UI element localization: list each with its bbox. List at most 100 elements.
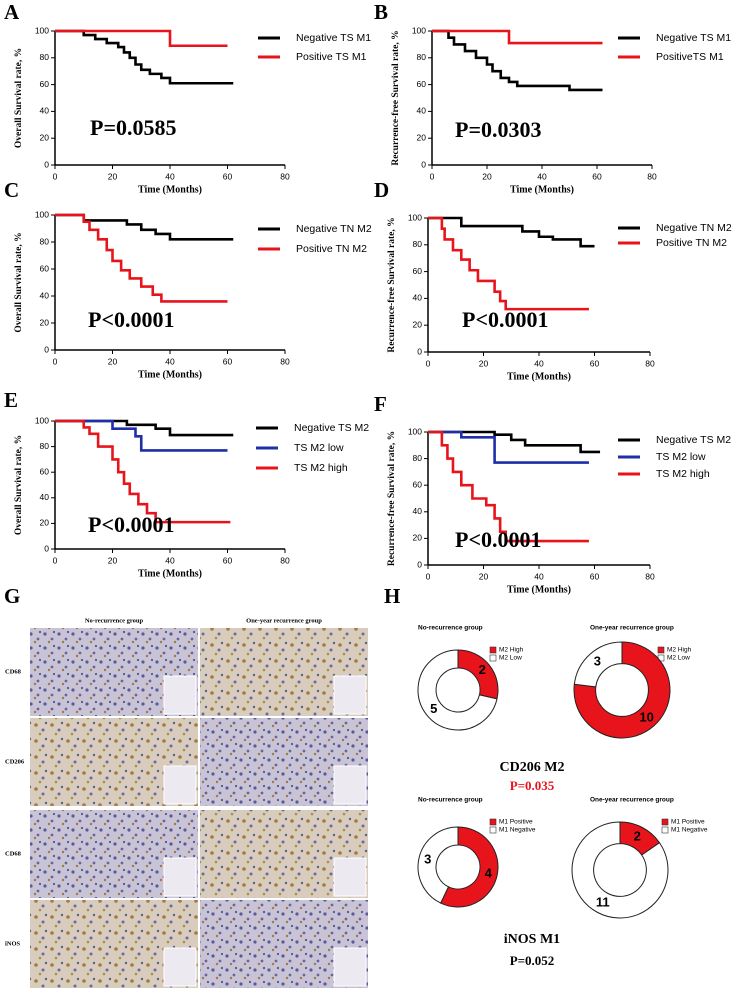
column-header: One-year recurrence group	[246, 617, 322, 624]
x-axis-label: Time (Months)	[138, 568, 202, 579]
y-tick-label: 0	[44, 543, 49, 553]
legend-swatch	[489, 646, 497, 654]
y-tick-label: 100	[408, 426, 422, 436]
legend-label: TS M2 high	[656, 468, 710, 480]
y-tick-label: 60	[413, 266, 423, 276]
donut-title: One-year recurrence group	[590, 625, 674, 632]
y-axis-label: Recurrence-free Survival rate, %	[387, 431, 397, 566]
y-tick-label: 80	[40, 236, 50, 246]
legend-label: M1 Negative	[499, 827, 536, 834]
y-tick-label: 40	[40, 492, 50, 502]
row-label: iNOS	[5, 940, 21, 947]
donut-slice	[417, 649, 498, 731]
donut-title: No-recurrence group	[418, 625, 483, 632]
legend-label: Positive TN M2	[656, 237, 727, 249]
p-value: P=0.0585	[90, 115, 176, 140]
donut-slice	[439, 826, 499, 908]
x-tick-label: 0	[53, 356, 58, 366]
survival-curve	[432, 29, 603, 92]
y-tick-label: 60	[40, 263, 50, 273]
inset-image	[163, 857, 197, 897]
p-value: P<0.0001	[88, 307, 174, 332]
y-axis-label: Overall Survival rate, %	[14, 232, 24, 332]
panel-label: E	[4, 388, 18, 412]
data-label: 5	[430, 701, 437, 716]
y-tick-label: 100	[408, 212, 422, 222]
donut-slice	[571, 821, 669, 919]
x-tick-label: 0	[53, 555, 58, 565]
x-axis-label: Time (Months)	[507, 584, 571, 595]
y-tick-label: 20	[417, 132, 427, 142]
y-tick-label: 60	[40, 79, 50, 89]
y-tick-label: 60	[40, 466, 50, 476]
x-tick-label: 20	[108, 555, 118, 565]
row-label: CD68	[5, 850, 22, 857]
group-p-value: P=0.035	[510, 778, 555, 793]
y-tick-label: 60	[413, 479, 423, 489]
inset-image	[163, 765, 197, 805]
legend-swatch	[489, 818, 497, 826]
x-axis-label: Time (Months)	[510, 184, 574, 195]
y-tick-label: 80	[413, 453, 423, 463]
p-value: P<0.0001	[462, 307, 548, 332]
survival-curve	[428, 430, 589, 464]
x-tick-label: 20	[108, 356, 118, 366]
survival-curve	[55, 213, 234, 241]
legend-swatch	[657, 646, 665, 654]
y-axis-label: Overall Survival rate, %	[14, 435, 24, 535]
y-tick-label: 100	[412, 25, 426, 35]
legend-label: Negative TS M1	[296, 32, 371, 44]
x-tick-label: 40	[534, 571, 544, 581]
panel-label: G	[4, 584, 20, 608]
x-tick-label: 40	[534, 358, 544, 368]
data-label: 10	[639, 709, 653, 724]
survival-curve	[55, 419, 234, 437]
y-tick-label: 80	[413, 239, 423, 249]
row-label: CD206	[5, 758, 25, 765]
x-tick-label: 80	[280, 356, 290, 366]
x-tick-label: 20	[479, 358, 489, 368]
survival-curve	[55, 419, 228, 452]
y-tick-label: 80	[40, 441, 50, 451]
y-tick-label: 80	[40, 52, 50, 62]
legend-label: Negative TS M1	[656, 32, 731, 44]
y-axis-label: Recurrence-free Survival rate, %	[391, 30, 401, 165]
survival-curve	[55, 29, 234, 85]
legend-label: M2 High	[499, 647, 524, 654]
inset-image	[333, 857, 367, 897]
y-tick-label: 20	[40, 518, 50, 528]
y-tick-label: 0	[44, 344, 49, 354]
x-tick-label: 40	[165, 171, 175, 181]
donut-slice	[417, 826, 459, 904]
legend-label: TS M2 low	[656, 451, 706, 463]
x-tick-label: 0	[430, 171, 435, 181]
legend-label: PositiveTS M1	[656, 51, 724, 63]
legend-swatch	[489, 654, 497, 662]
y-tick-label: 20	[413, 319, 423, 329]
x-tick-label: 40	[165, 356, 175, 366]
x-tick-label: 0	[426, 571, 431, 581]
legend-label: Positive TN M2	[296, 243, 367, 255]
x-tick-label: 20	[479, 571, 489, 581]
survival-curve	[432, 29, 603, 45]
panel-label: F	[374, 392, 387, 416]
column-header: No-recurrence group	[85, 617, 144, 624]
x-tick-label: 0	[426, 358, 431, 368]
x-tick-label: 40	[165, 555, 175, 565]
panel-label: H	[384, 584, 400, 608]
y-tick-label: 100	[35, 209, 49, 219]
data-label: 3	[424, 852, 431, 867]
panel-label: D	[374, 178, 389, 202]
survival-curve	[55, 213, 228, 303]
y-tick-label: 20	[40, 317, 50, 327]
donut-slice	[573, 641, 623, 688]
panel-label: A	[4, 0, 20, 24]
group-title: iNOS M1	[504, 932, 560, 947]
inset-image	[333, 947, 367, 987]
p-value: P<0.0001	[88, 512, 174, 537]
legend-label: M1 Positive	[671, 819, 705, 826]
row-label: CD68	[5, 668, 22, 675]
y-tick-label: 80	[417, 52, 427, 62]
x-tick-label: 0	[53, 171, 58, 181]
